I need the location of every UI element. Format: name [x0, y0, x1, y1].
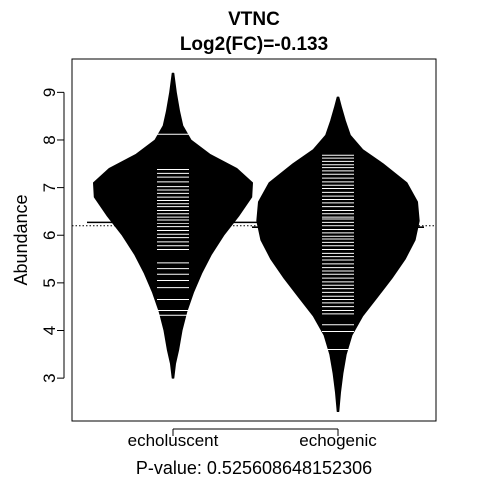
plot-frame — [71, 58, 437, 422]
y-tick-label: 6 — [40, 231, 59, 240]
x-tick-label-echoluscent: echoluscent — [128, 431, 219, 450]
y-tick-label: 4 — [40, 326, 59, 335]
y-axis-label: Abundance — [11, 194, 31, 285]
beans-layer — [72, 72, 436, 412]
y-tick-label: 3 — [40, 373, 59, 382]
chart-title: VTNC — [228, 9, 280, 30]
y-axis: 3 4 5 6 7 8 9 — [40, 88, 65, 383]
bean-echogenic — [256, 96, 420, 412]
chart-subtitle: Log2(FC)=-0.133 — [180, 34, 328, 55]
bean-echoluscent — [93, 72, 253, 379]
x-axis: echoluscent echogenic — [128, 428, 377, 450]
x-tick-label-echogenic: echogenic — [299, 431, 377, 450]
y-tick-label: 9 — [40, 88, 59, 97]
y-tick-label: 5 — [40, 278, 59, 287]
y-tick-label: 7 — [40, 183, 59, 192]
x-axis-label: P-value: 0.525608648152306 — [136, 458, 372, 478]
y-tick-label: 8 — [40, 135, 59, 144]
